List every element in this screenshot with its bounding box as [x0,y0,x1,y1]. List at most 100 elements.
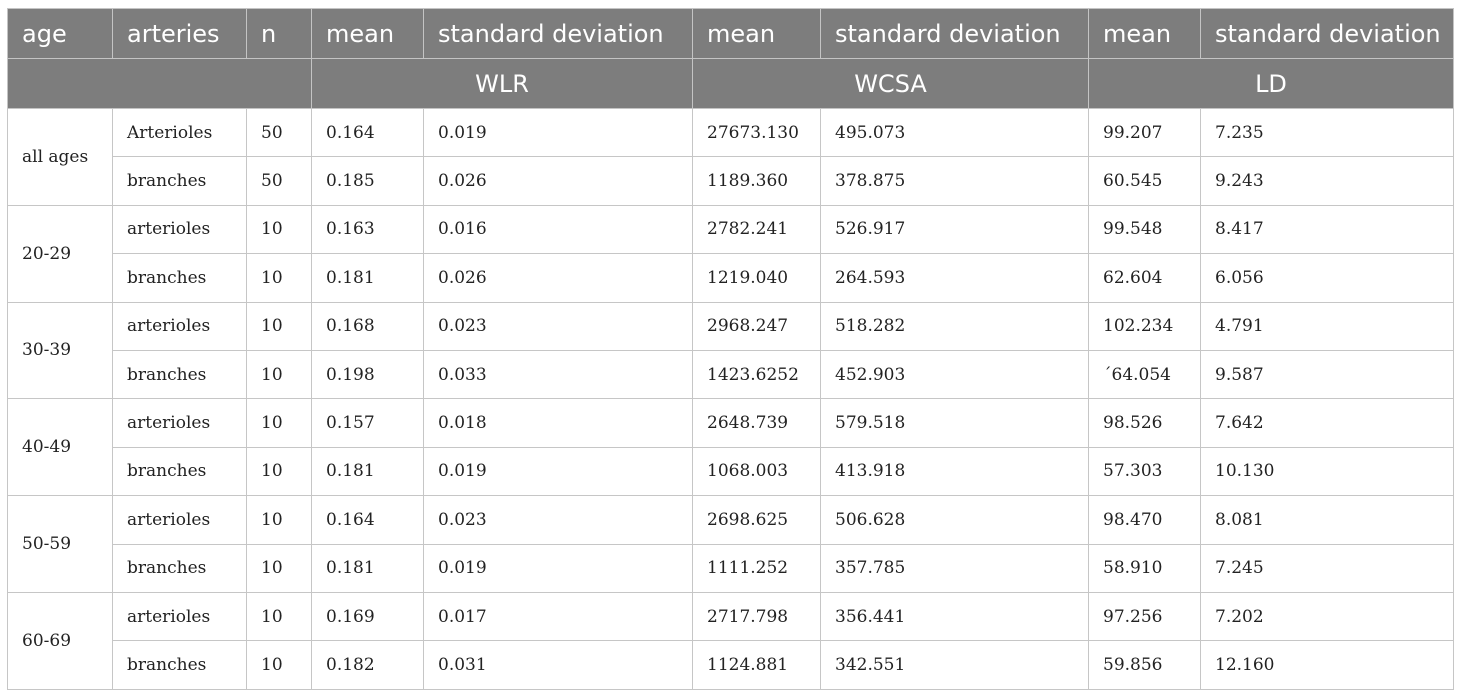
cell-arteries: arterioles [112,398,247,448]
cell-wlr-sd: 0.018 [423,398,693,448]
cell-wlr-mean: 0.164 [311,495,424,545]
cell-arteries: branches [112,253,247,303]
header-n: n [246,8,312,59]
cell-n: 10 [246,640,312,690]
cell-ld-sd: 7.235 [1200,107,1454,158]
cell-wcsa-mean: 1111.252 [692,543,821,593]
cell-wcsa-mean: 2968.247 [692,301,821,351]
header-wlr-sd: standard deviation [423,8,693,59]
cell-wcsa-mean: 2698.625 [692,495,821,545]
cell-wcsa-sd: 495.073 [820,107,1089,158]
cell-wlr-sd: 0.026 [423,253,693,303]
cell-ld-sd: 9.243 [1200,156,1454,206]
cell-arteries: branches [112,640,247,690]
cell-wlr-sd: 0.019 [423,446,693,497]
cell-wcsa-sd: 378.875 [820,156,1089,206]
cell-wcsa-sd: 357.785 [820,543,1089,593]
cell-wcsa-mean: 1189.360 [692,156,821,206]
cell-ld-sd: 8.417 [1200,204,1454,255]
cell-wlr-mean: 0.182 [311,640,424,690]
cell-ld-mean: 98.526 [1088,398,1201,448]
cell-age: 60-69 [7,591,113,690]
cell-ld-sd: 7.202 [1200,591,1454,642]
cell-ld-mean: 58.910 [1088,543,1201,593]
cell-ld-sd: 10.130 [1200,446,1454,497]
cell-ld-mean: 62.604 [1088,253,1201,303]
cell-wlr-sd: 0.023 [423,495,693,545]
header-age: age [7,8,113,59]
cell-ld-mean: 60.545 [1088,156,1201,206]
cell-ld-mean: 98.470 [1088,495,1201,545]
group-header-wcsa: WCSA [692,58,1089,109]
cell-age: 20-29 [7,204,113,303]
group-header-blank [7,58,312,109]
cell-wlr-mean: 0.181 [311,446,424,497]
cell-ld-mean: 102.234 [1088,301,1201,351]
table-row: branches 10 0.182 0.031 1124.881 342.551 59.85… [8,640,1454,690]
cell-ld-sd: 7.245 [1200,543,1454,593]
cell-wlr-sd: 0.023 [423,301,693,351]
cell-wcsa-sd: 342.551 [820,640,1089,690]
cell-wcsa-mean: 1219.040 [692,253,821,303]
cell-wcsa-mean: 2717.798 [692,591,821,642]
cell-n: 10 [246,204,312,255]
cell-n: 10 [246,253,312,303]
cell-wcsa-sd: 356.441 [820,591,1089,642]
cell-n: 10 [246,301,312,351]
cell-arteries: arterioles [112,591,247,642]
cell-n: 10 [246,398,312,448]
cell-wcsa-mean: 1068.003 [692,446,821,497]
cell-wlr-sd: 0.019 [423,543,693,593]
cell-n: 10 [246,591,312,642]
header-wlr-mean: mean [311,8,424,59]
table-row: 40-49 arterioles 10 0.157 0.018 2648.739 579.5… [7,398,1454,497]
cell-wcsa-sd: 518.282 [820,301,1089,351]
group-header-ld: LD [1088,58,1454,109]
table-body: all ages Arterioles 50 0.164 0.019 27673.130 4… [7,107,1454,690]
data-table: age arteries n mean standard deviation m… [7,8,1454,690]
header-wcsa-sd: standard deviation [820,8,1089,59]
table-row: 30-39 arterioles 10 0.168 0.023 2968.247 518.2… [7,301,1454,400]
group-header-wlr: WLR [311,58,693,109]
table-row: 20-29 arterioles 10 0.163 0.016 2782.241 526.9… [7,204,1454,303]
table-row: all ages Arterioles 50 0.164 0.019 27673.130 4… [7,107,1454,206]
table-row: branches 10 0.181 0.019 1068.003 413.918 57.30… [8,446,1454,497]
cell-n: 10 [246,446,312,497]
cell-wcsa-sd: 452.903 [820,349,1089,400]
cell-age: all ages [7,108,113,206]
cell-ld-mean: 97.256 [1088,591,1201,642]
cell-n: 10 [246,349,312,400]
cell-wcsa-mean: 27673.130 [692,107,821,158]
cell-arteries: Arterioles [112,107,247,158]
cell-n: 10 [246,495,312,545]
cell-wlr-mean: 0.164 [311,107,424,158]
cell-wcsa-mean: 2782.241 [692,204,821,255]
cell-wlr-mean: 0.198 [311,349,424,400]
cell-wcsa-sd: 526.917 [820,204,1089,255]
cell-wlr-mean: 0.185 [311,156,424,206]
cell-wcsa-sd: 579.518 [820,398,1089,448]
cell-wlr-mean: 0.163 [311,204,424,255]
cell-arteries: arterioles [112,495,247,545]
cell-wcsa-mean: 2648.739 [692,398,821,448]
cell-ld-sd: 6.056 [1200,253,1454,303]
cell-arteries: arterioles [112,204,247,255]
cell-ld-sd: 9.587 [1200,349,1454,400]
cell-ld-sd: 8.081 [1200,495,1454,545]
cell-arteries: branches [112,543,247,593]
group-header-row: WLR WCSA LD [7,58,1454,109]
cell-wlr-mean: 0.168 [311,301,424,351]
cell-ld-sd: 7.642 [1200,398,1454,448]
cell-wcsa-sd: 413.918 [820,446,1089,497]
cell-arteries: branches [112,156,247,206]
cell-age: 50-59 [7,495,113,593]
table-row: branches 50 0.185 0.026 1189.360 378.875 60.54… [8,156,1454,206]
cell-wlr-sd: 0.016 [423,204,693,255]
cell-wlr-mean: 0.181 [311,543,424,593]
cell-wlr-sd: 0.017 [423,591,693,642]
cell-wcsa-sd: 264.593 [820,253,1089,303]
table-row: branches 10 0.181 0.019 1111.252 357.785 58.91… [8,543,1454,593]
header-row: age arteries n mean standard deviation m… [7,8,1454,59]
header-ld-sd: standard deviation [1200,8,1454,59]
cell-wcsa-sd: 506.628 [820,495,1089,545]
